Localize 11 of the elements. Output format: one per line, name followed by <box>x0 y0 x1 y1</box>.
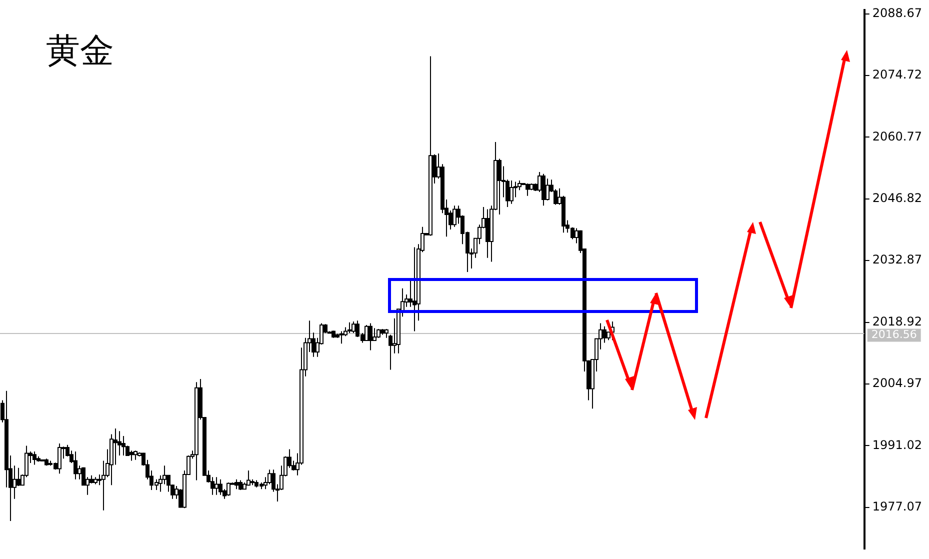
y-tick-label: 2060.77 <box>872 129 922 144</box>
y-tick-label: 1991.02 <box>872 438 922 452</box>
y-tick-label: 1977.07 <box>872 499 922 514</box>
y-tick-label: 2074.72 <box>872 68 922 82</box>
y-tick-label: 2088.67 <box>872 6 922 20</box>
y-tick-label: 2046.82 <box>872 191 922 206</box>
y-tick-label: 2004.97 <box>872 376 922 390</box>
y-tick-label: 2032.87 <box>872 252 922 267</box>
y-tick-label: 2018.92 <box>872 314 922 328</box>
ref-line-label: 2016.56 <box>871 328 917 342</box>
text: 黄金 <box>46 30 114 73</box>
